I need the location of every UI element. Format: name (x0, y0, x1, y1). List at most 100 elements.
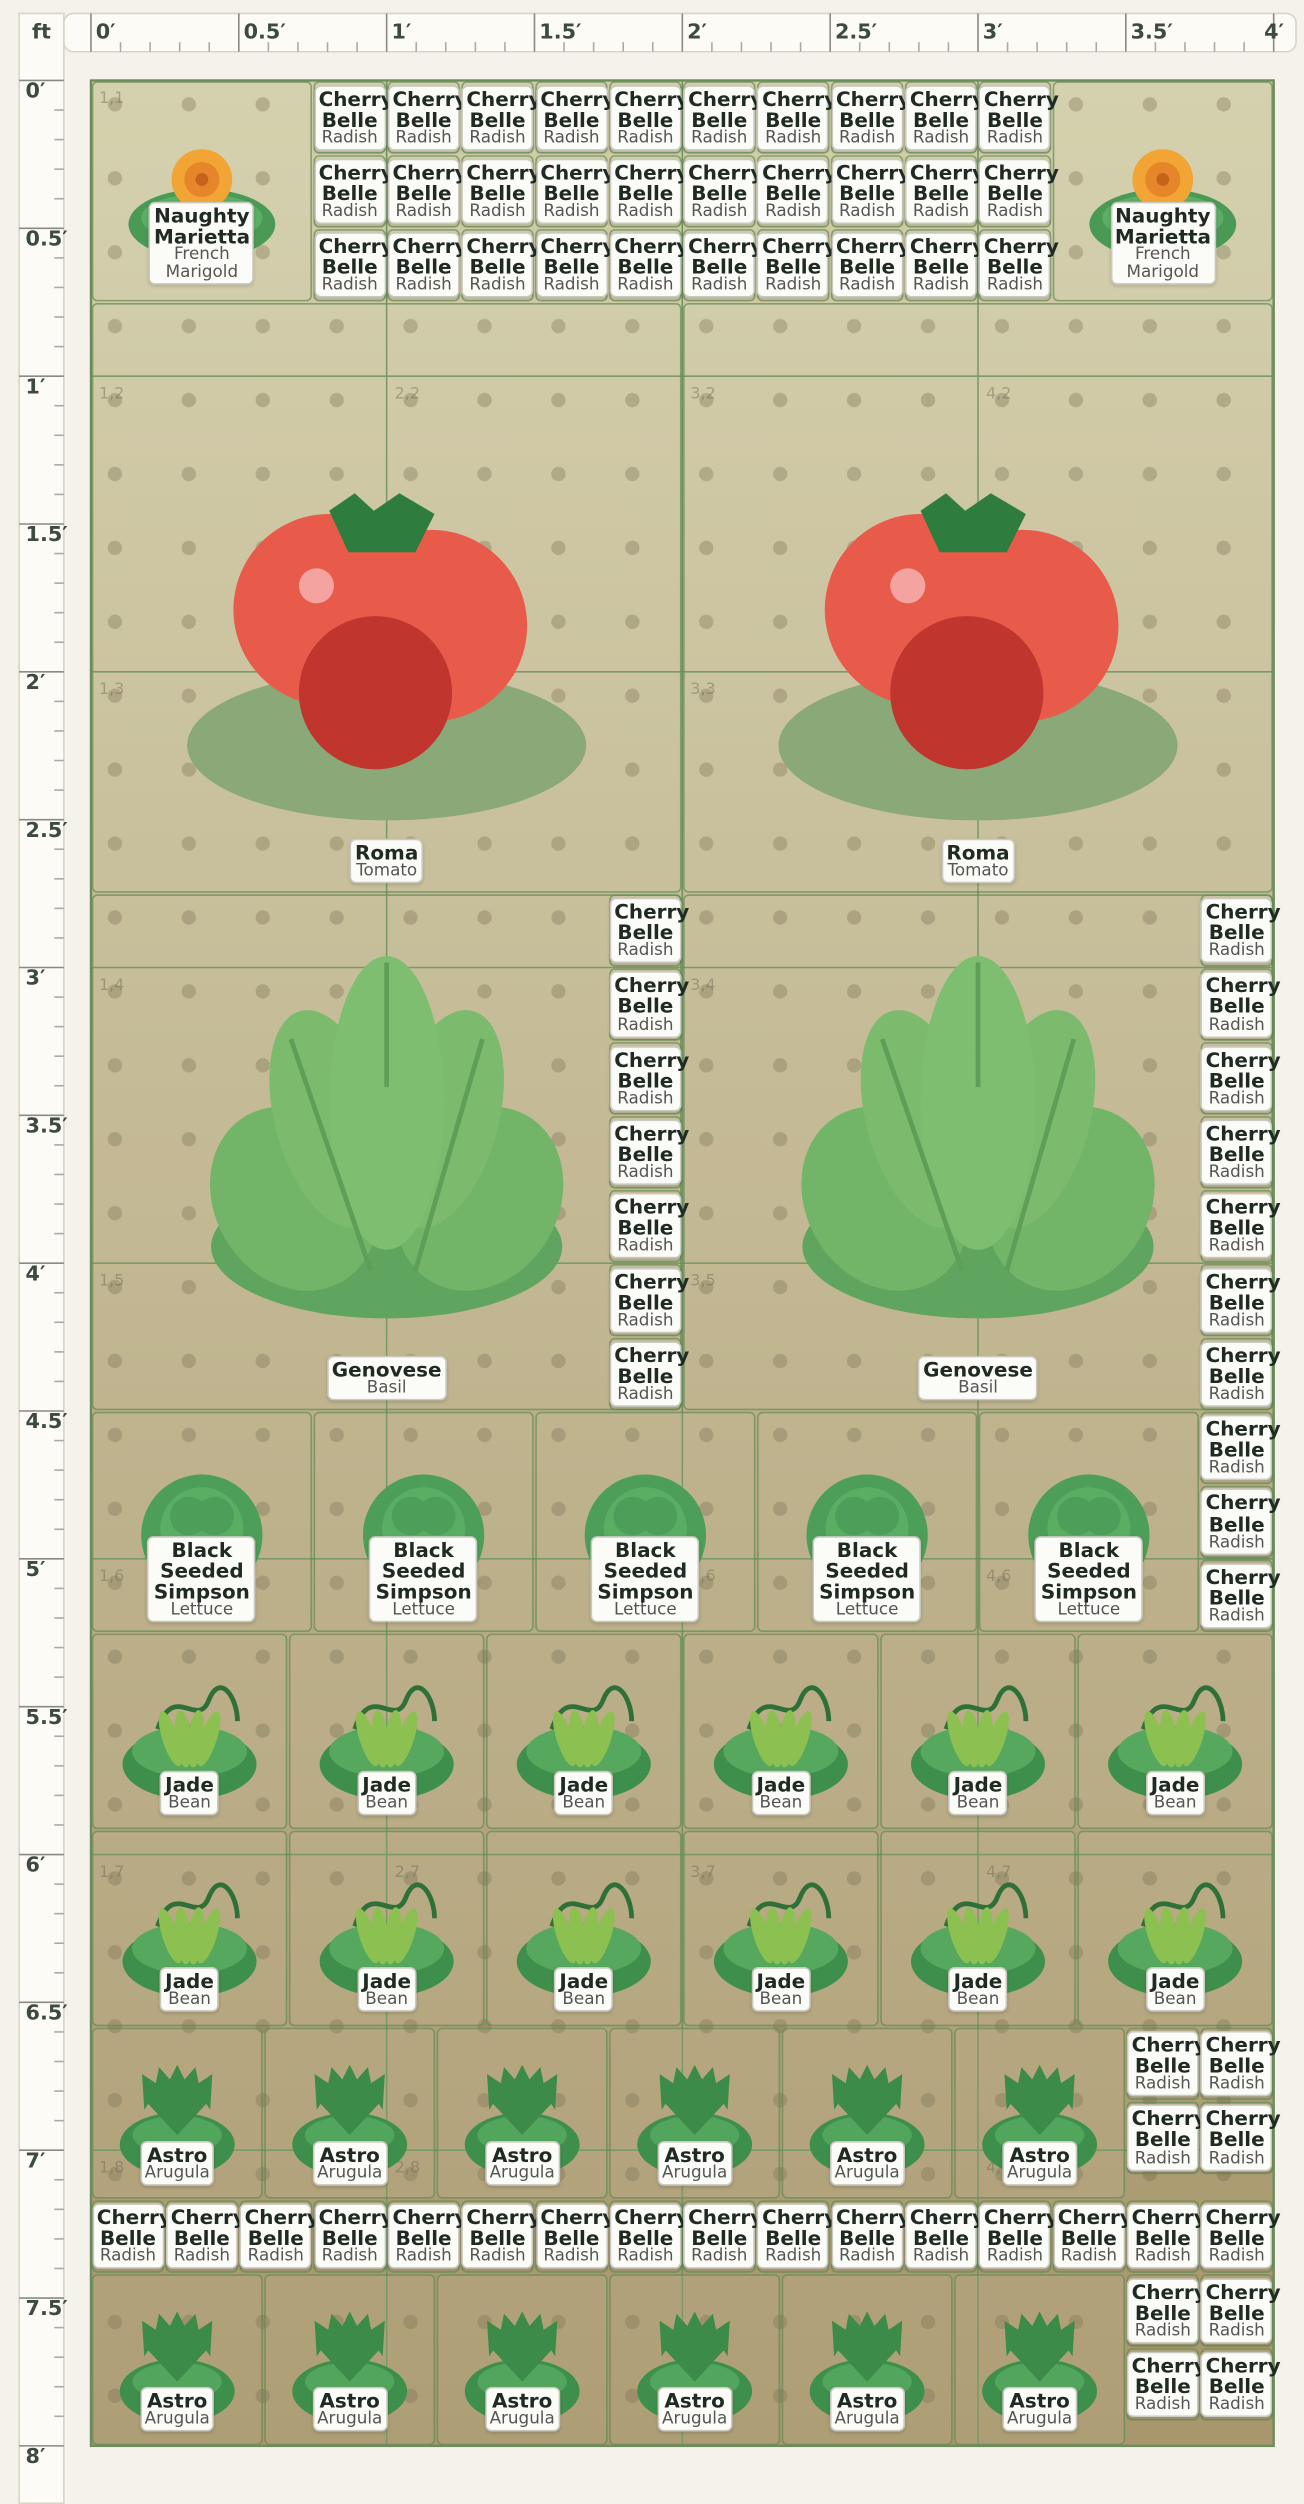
label-box: Cherry Belle Radish (313, 84, 394, 151)
label-wrap: Astro Arugula (599, 2099, 791, 2227)
plant-kind: Bean (562, 1792, 606, 1812)
plant-name: Cherry Belle (762, 2205, 838, 2251)
leaf (832, 2320, 868, 2382)
label-box: Cherry Belle Radish (1200, 2277, 1281, 2344)
label-box: Cherry Belle Radish (757, 84, 837, 151)
label-wrap: Jade Bean (1079, 1926, 1271, 2054)
cell-label: 2,8 (395, 2158, 420, 2177)
leaf (832, 2074, 868, 2135)
label-wrap: Roma Tomato (882, 797, 1074, 925)
plant-name: Cherry Belle (614, 973, 690, 1018)
ruler-y-label: 1′ (26, 374, 46, 398)
leaf (552, 1711, 577, 1767)
label-wrap: Jade Bean (685, 1729, 877, 1857)
label-wrap: Cherry Belle Radish (771, 54, 963, 182)
plant-kind: Arugula (489, 2409, 555, 2429)
label-box: Cherry Belle Radish (461, 84, 541, 151)
cell-label: 3,4 (690, 975, 715, 994)
label-wrap: Cherry Belle Radish (1141, 867, 1304, 995)
label-wrap: Cherry Belle Radish (180, 2173, 372, 2301)
label-box: Jade Bean (1145, 1769, 1205, 1815)
plant-name: Cherry Belle (1205, 2352, 1281, 2398)
leaf (1144, 1908, 1168, 1964)
cell-label: 4,2 (986, 383, 1011, 402)
plant-kind: Bean (759, 1792, 803, 1812)
vine (155, 1882, 240, 1928)
plant-kind: Radish (617, 1384, 674, 1404)
ruler-y-label: 2.5′ (26, 818, 68, 842)
plant-kind: Arugula (834, 2409, 900, 2429)
plant-name: Cherry Belle (1205, 1194, 1281, 1240)
heart (417, 1496, 456, 1536)
label-box: Cherry Belle Radish (1200, 1119, 1281, 1186)
ruler-y-label: 3.5′ (26, 1114, 68, 1138)
label-wrap: Cherry Belle Radish (550, 2173, 742, 2301)
label-wrap: Cherry Belle Radish (476, 201, 668, 329)
ruler-y-label: 5.5′ (26, 1705, 68, 1729)
plant-kind: Bean (562, 1989, 606, 2009)
plant-name: Cherry Belle (614, 1120, 690, 1166)
plant-kind: Radish (321, 127, 378, 148)
plant-kind: Radish (765, 201, 822, 222)
label-wrap: Jade Bean (488, 1729, 680, 1857)
leaf (522, 2074, 558, 2135)
plant-name: Black Seeded Simpson (153, 1537, 250, 1604)
label-box: Cherry Belle Radish (1126, 2277, 1207, 2344)
plant-kind: Tomato (947, 861, 1009, 881)
plant-name: Cherry Belle (762, 160, 838, 205)
flower-center (1156, 173, 1170, 186)
plant-name: Cherry Belle (909, 160, 985, 205)
label-wrap: Cherry Belle Radish (1141, 2321, 1304, 2449)
leaf (867, 2074, 903, 2135)
ruler-y-label: 2′ (26, 670, 46, 694)
label-wrap: Cherry Belle Radish (1141, 1162, 1304, 1290)
plant-name: Cherry Belle (1205, 1342, 1281, 1388)
plant-kind: French Marigold (165, 244, 239, 282)
label-box: Astro Arugula (484, 2140, 560, 2186)
plant-name: Cherry Belle (983, 233, 1059, 279)
label-wrap: Cherry Belle Radish (1067, 2074, 1259, 2202)
label-box: Astro Arugula (312, 2387, 388, 2432)
plant-name: Cherry Belle (540, 86, 616, 131)
cell-label: 1,6 (99, 1566, 124, 1585)
plant-name: Jade (1150, 1771, 1200, 1796)
plant-kind: Bean (956, 1792, 1000, 1812)
plant-kind: Radish (395, 2247, 452, 2267)
label-wrap: Black Seeded Simpson Lettuce (106, 1516, 298, 1644)
plant-name: Black Seeded Simpson (819, 1537, 916, 1604)
label-wrap: Astro Arugula (599, 2346, 791, 2474)
plant-name: Astro (1009, 2142, 1070, 2166)
plant-kind: Bean (759, 1989, 803, 2009)
plant-kind: Radish (839, 2247, 896, 2267)
leaf (788, 1908, 812, 1964)
label-wrap: Cherry Belle Radish (476, 54, 668, 182)
plant-kind: Radish (839, 201, 896, 222)
plant-name: Cherry Belle (835, 233, 912, 279)
plant-name: Cherry Belle (614, 1342, 690, 1388)
label-wrap: Astro Arugula (426, 2099, 618, 2227)
label-wrap: Cherry Belle Radish (402, 54, 594, 182)
label-box: Cherry Belle Radish (905, 158, 985, 225)
plant-name: Cherry Belle (688, 86, 764, 131)
label-box: Cherry Belle Radish (387, 84, 468, 151)
label-wrap: Cherry Belle Radish (919, 128, 1111, 256)
